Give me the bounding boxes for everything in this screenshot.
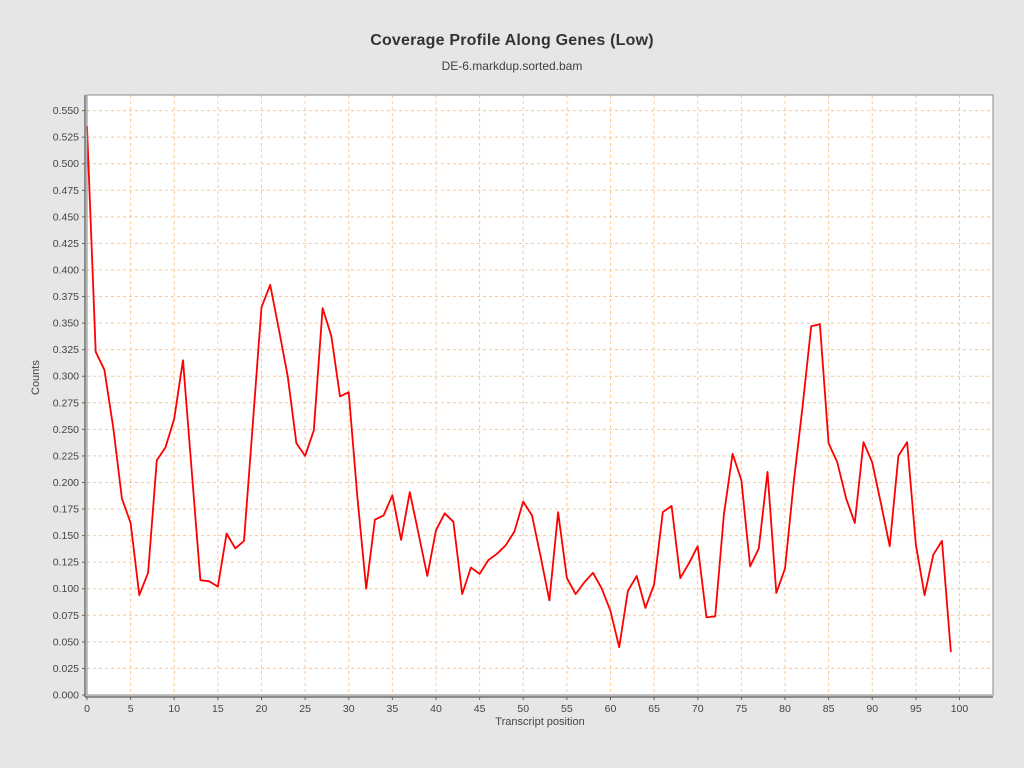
y-tick-label: 0.425 — [53, 238, 79, 250]
x-tick-label: 100 — [951, 703, 969, 715]
chart-title: Coverage Profile Along Genes (Low) — [370, 32, 654, 49]
y-tick-label: 0.450 — [53, 211, 79, 223]
x-tick-label: 10 — [168, 703, 180, 715]
y-tick-label: 0.200 — [53, 477, 79, 489]
coverage-series-line — [86, 125, 952, 653]
x-tick-label: 75 — [736, 703, 748, 715]
y-tick-label: 0.150 — [53, 530, 79, 542]
y-tick-label: 0.325 — [53, 344, 79, 356]
x-tick-label: 35 — [387, 703, 399, 715]
x-tick-label: 20 — [256, 703, 268, 715]
y-tick-label: 0.400 — [53, 264, 79, 276]
x-tick-label: 5 — [128, 703, 134, 715]
x-tick-label: 50 — [517, 703, 529, 715]
x-tick-label: 65 — [648, 703, 660, 715]
x-tick-label: 40 — [430, 703, 442, 715]
y-tick-label: 0.275 — [53, 397, 79, 409]
x-tick-label: 15 — [212, 703, 224, 715]
y-tick-label: 0.350 — [53, 318, 79, 330]
x-tick-label: 25 — [299, 703, 311, 715]
y-tick-label: 0.500 — [53, 158, 79, 170]
y-axis-title: Counts — [30, 360, 42, 395]
y-tick-label: 0.100 — [53, 583, 79, 595]
x-tick-label: 85 — [823, 703, 835, 715]
y-tick-label: 0.550 — [53, 105, 79, 117]
x-tick-label: 90 — [866, 703, 878, 715]
x-tick-label: 95 — [910, 703, 922, 715]
x-tick-label: 0 — [84, 703, 90, 715]
y-tick-label: 0.250 — [53, 424, 79, 436]
y-tick-label: 0.050 — [53, 636, 79, 648]
y-tick-label: 0.300 — [53, 371, 79, 383]
x-tick-label: 60 — [605, 703, 617, 715]
x-tick-label: 30 — [343, 703, 355, 715]
y-tick-label: 0.225 — [53, 450, 79, 462]
x-tick-label: 80 — [779, 703, 791, 715]
y-tick-label: 0.000 — [53, 690, 79, 702]
y-tick-label: 0.375 — [53, 291, 79, 303]
y-tick-label: 0.475 — [53, 185, 79, 197]
plot-background — [87, 95, 993, 695]
y-tick-label: 0.525 — [53, 132, 79, 144]
chart-subtitle: DE-6.markdup.sorted.bam — [441, 59, 583, 73]
x-tick-label: 45 — [474, 703, 486, 715]
x-tick-label: 55 — [561, 703, 573, 715]
plot-border — [86, 94, 994, 696]
y-tick-label: 0.075 — [53, 610, 79, 622]
x-axis-title: Transcript position — [495, 716, 585, 728]
y-tick-label: 0.175 — [53, 504, 79, 516]
x-tick-label: 70 — [692, 703, 704, 715]
y-tick-label: 0.125 — [53, 557, 79, 569]
y-tick-label: 0.025 — [53, 663, 79, 675]
